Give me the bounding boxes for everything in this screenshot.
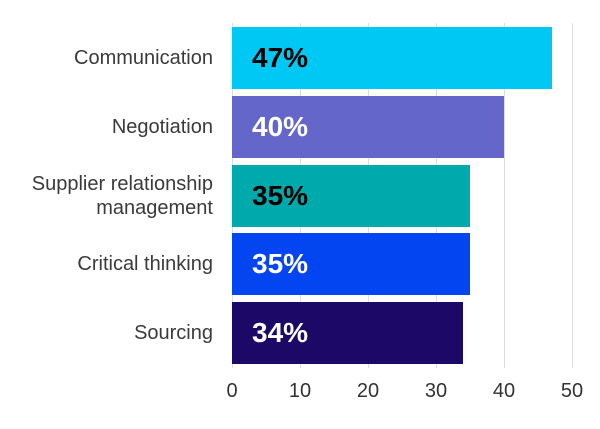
gridline	[504, 23, 505, 368]
bar: 35%	[232, 233, 470, 296]
x-tick-label: 30	[424, 380, 448, 402]
value-label: 34%	[252, 317, 309, 349]
category-label: Communication	[74, 47, 213, 69]
x-tick-label: 10	[288, 380, 312, 402]
bar: 40%	[232, 95, 504, 158]
bar: 47%	[232, 27, 552, 89]
category-label: Critical thinking	[77, 253, 213, 276]
category-label: Negotiation	[111, 115, 213, 138]
x-tick-label: 50	[560, 380, 584, 402]
x-tick-label: 40	[492, 380, 516, 402]
value-label: 35%	[252, 248, 309, 280]
category-label: Supplier relationship management	[31, 172, 213, 219]
x-tick-label: 20	[356, 380, 380, 402]
value-label: 47%	[252, 42, 309, 73]
x-tick-label: 0	[226, 380, 238, 402]
gridline	[572, 23, 573, 368]
bar: 35%	[232, 164, 470, 227]
value-label: 40%	[252, 110, 309, 142]
bar: 34%	[232, 302, 464, 365]
value-label: 35%	[252, 179, 309, 211]
category-label: Sourcing	[134, 322, 213, 345]
